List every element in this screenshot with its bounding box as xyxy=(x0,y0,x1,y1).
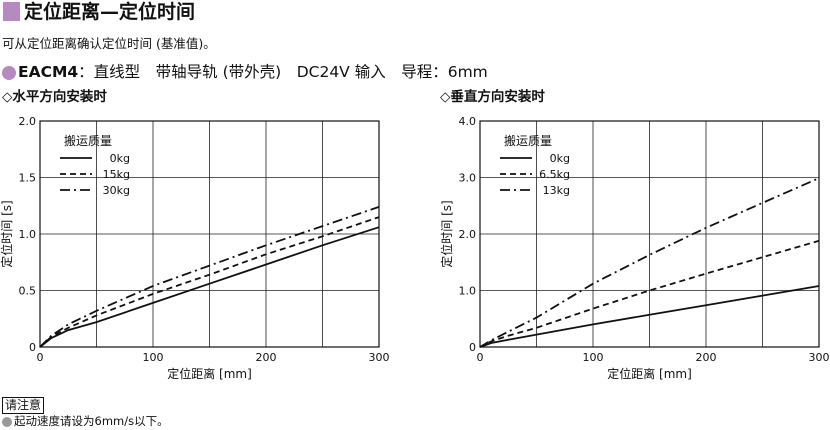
chart-title-text: 水平方向安装时 xyxy=(12,89,107,105)
chart-title-horizontal: ◇水平方向安装时 xyxy=(2,88,107,106)
x-tick-label: 100 xyxy=(583,351,604,364)
y-tick-label: 4.0 xyxy=(459,115,477,128)
y-tick-label: 2.0 xyxy=(19,115,37,128)
legend-label: 6.5kg xyxy=(539,168,570,181)
chart-title-vertical: ◇垂直方向安装时 xyxy=(440,88,545,106)
diamond-icon: ◇ xyxy=(2,89,13,105)
diamond-icon: ◇ xyxy=(440,89,451,105)
notice-text: 起动速度请设为6mm/s以下。 xyxy=(14,414,169,428)
series-line-0kg xyxy=(39,226,380,348)
y-axis-label: 定位时间 [s] xyxy=(0,200,14,267)
legend-title: 搬运质量 xyxy=(504,133,552,148)
x-tick-label: 300 xyxy=(809,351,830,364)
x-tick-label: 300 xyxy=(369,351,390,364)
y-tick-label: 1.0 xyxy=(19,228,37,241)
x-tick-label: 200 xyxy=(696,351,717,364)
y-tick-label: 0.5 xyxy=(19,285,37,298)
legend-title: 搬运质量 xyxy=(64,133,112,148)
series-line-15kg xyxy=(39,216,380,348)
chart-vertical: 0 1.0 2.0 3.0 4.0 0 100 200 300 定位距离 [mm] 定位时间 [s]… xyxy=(439,115,830,381)
notice-label: 请注意 xyxy=(2,397,45,414)
plot-frame xyxy=(479,120,820,348)
chart-title-text: 垂直方向安装时 xyxy=(450,89,545,105)
product-model: EACM4 xyxy=(18,63,79,81)
product-spec: ：直线型 带轴导轨 (带外壳) DC24V 输入 导程：6mm xyxy=(78,63,488,81)
x-axis-label: 定位距离 [mm] xyxy=(167,366,252,381)
legend-label: 0kg xyxy=(550,152,570,165)
y-tick-label: 0 xyxy=(469,341,476,354)
x-tick-label: 0 xyxy=(477,351,484,364)
y-tick-label: 1.0 xyxy=(459,285,477,298)
series-line-30kg xyxy=(39,206,380,348)
plot-frame xyxy=(39,120,380,348)
legend-label: 30kg xyxy=(103,184,130,197)
legend-label: 15kg xyxy=(103,168,130,181)
note-bullet-icon xyxy=(2,417,12,427)
series-line-0kg xyxy=(479,285,820,348)
x-axis-label: 定位距离 [mm] xyxy=(607,366,692,381)
chart-horizontal: 0 0.5 1.0 1.5 2.0 0 100 200 300 定位距离 [mm] 定位时间 [s]… xyxy=(0,115,390,381)
product-line: EACM4：直线型 带轴导轨 (带外壳) DC24V 输入 导程：6mm xyxy=(18,62,488,82)
product-bullet-icon xyxy=(2,66,16,80)
legend-label: 13kg xyxy=(543,184,570,197)
description-text: 可从定位距离确认定位时间 (基准值)。 xyxy=(2,36,216,51)
series-line-13kg xyxy=(479,177,820,348)
y-tick-label: 2.0 xyxy=(459,228,477,241)
header-accent-block xyxy=(3,2,20,21)
y-tick-label: 1.5 xyxy=(19,172,37,185)
y-tick-label: 0 xyxy=(29,341,36,354)
legend-label: 0kg xyxy=(110,152,130,165)
y-axis-label: 定位时间 [s] xyxy=(439,200,454,267)
x-tick-label: 0 xyxy=(37,351,44,364)
x-tick-label: 200 xyxy=(256,351,277,364)
x-tick-label: 100 xyxy=(143,351,164,364)
y-tick-label: 3.0 xyxy=(459,172,477,185)
page-title: 定位距离—定位时间 xyxy=(24,1,196,23)
